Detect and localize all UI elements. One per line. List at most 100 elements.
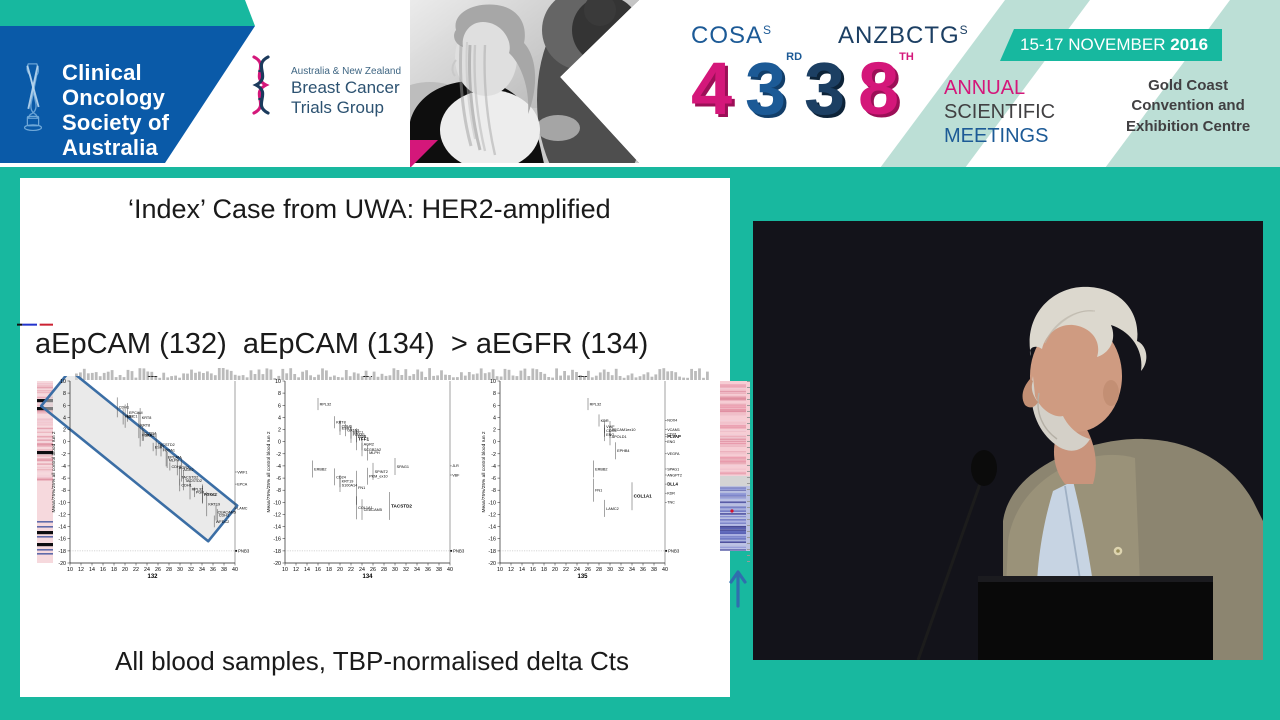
svg-text:TNC: TNC — [667, 501, 675, 505]
svg-text:134: 134 — [362, 376, 373, 379]
svg-text:16: 16 — [530, 567, 536, 573]
svg-text:26: 26 — [155, 567, 161, 573]
svg-text:30: 30 — [392, 567, 398, 573]
svg-text:ERBB2: ERBB2 — [595, 467, 607, 471]
svg-text:132: 132 — [147, 574, 158, 580]
svg-text:NOX4: NOX4 — [667, 419, 677, 423]
svg-text:8: 8 — [493, 391, 496, 397]
svg-text:FN1: FN1 — [595, 489, 602, 493]
svg-text:-16: -16 — [273, 537, 281, 543]
svg-text:36: 36 — [210, 567, 216, 573]
svg-text:36: 36 — [425, 567, 431, 573]
svg-text:DLL4: DLL4 — [667, 481, 678, 486]
svg-text:CEACAM5: CEACAM5 — [364, 508, 382, 512]
svg-text:30: 30 — [607, 567, 613, 573]
svg-text:8: 8 — [278, 391, 281, 397]
svg-text:ENG: ENG — [667, 440, 675, 444]
svg-text:-2: -2 — [491, 452, 496, 458]
svg-text:32: 32 — [618, 567, 624, 573]
svg-text:2: 2 — [278, 428, 281, 434]
svg-text:-12: -12 — [488, 513, 496, 519]
svg-text:16: 16 — [315, 567, 321, 573]
svg-text:38: 38 — [651, 567, 657, 573]
svg-text:VWF1: VWF1 — [237, 470, 247, 474]
svg-text:10: 10 — [490, 379, 496, 385]
svg-text:MUC1: MUC1 — [145, 434, 156, 438]
svg-text:JLR: JLR — [452, 464, 459, 468]
svg-text:-2: -2 — [61, 452, 66, 458]
svg-text:8: 8 — [63, 391, 66, 397]
svg-text:134: 134 — [362, 574, 373, 580]
svg-text:22: 22 — [348, 567, 354, 573]
svg-text:-18: -18 — [488, 549, 496, 555]
svg-text:ANGPT2: ANGPT2 — [667, 473, 682, 477]
svg-text:-16: -16 — [488, 537, 496, 543]
svg-text:-8: -8 — [61, 488, 66, 494]
svg-text:24: 24 — [359, 567, 365, 573]
svg-text:SPINT2: SPINT2 — [375, 470, 388, 474]
svg-text:18: 18 — [111, 567, 117, 573]
svg-text:SPAG1: SPAG1 — [397, 465, 409, 469]
svg-text:34: 34 — [629, 567, 635, 573]
svg-text:0: 0 — [493, 440, 496, 446]
svg-text:6: 6 — [278, 403, 281, 409]
svg-text:FN1: FN1 — [358, 486, 365, 490]
svg-text:S100A14: S100A14 — [342, 484, 358, 488]
svg-text:24: 24 — [574, 567, 580, 573]
svg-text:-12: -12 — [273, 513, 281, 519]
svg-text:40: 40 — [662, 567, 668, 573]
svg-text:12: 12 — [508, 567, 514, 573]
svg-text:-20: -20 — [273, 561, 281, 567]
svg-text:-10: -10 — [488, 500, 496, 506]
svg-text:12: 12 — [78, 567, 84, 573]
svg-text:14: 14 — [304, 567, 310, 573]
svg-text:16: 16 — [100, 567, 106, 573]
svg-text:4: 4 — [278, 415, 281, 421]
svg-text:132: 132 — [147, 376, 158, 379]
svg-text:28: 28 — [596, 567, 602, 573]
svg-text:LAMC: LAMC — [237, 507, 248, 511]
svg-text:30: 30 — [177, 567, 183, 573]
svg-text:Mean/75%/25% all control blood: Mean/75%/25% all control blood run 2 — [51, 431, 57, 512]
svg-text:KDR: KDR — [667, 492, 675, 496]
svg-text:-14: -14 — [488, 525, 496, 531]
svg-text:COL1A1: COL1A1 — [634, 494, 653, 499]
svg-text:-6: -6 — [276, 476, 281, 482]
svg-text:SPAG1: SPAG1 — [667, 467, 679, 471]
svg-text:-4: -4 — [276, 464, 281, 470]
svg-text:VBF: VBF — [452, 473, 460, 477]
svg-text:MLPH: MLPH — [369, 451, 380, 455]
svg-text:135: 135 — [577, 376, 588, 379]
svg-text:KDR: KDR — [601, 419, 609, 423]
svg-text:PLVAP: PLVAP — [667, 434, 681, 439]
svg-text:-16: -16 — [58, 537, 66, 543]
svg-text:EPHB4: EPHB4 — [617, 449, 629, 453]
svg-text:20: 20 — [122, 567, 128, 573]
svg-text:-4: -4 — [491, 464, 496, 470]
svg-text:10: 10 — [60, 379, 66, 385]
svg-text:34: 34 — [414, 567, 420, 573]
svg-text:10: 10 — [497, 567, 503, 573]
svg-text:22: 22 — [563, 567, 569, 573]
svg-text:-14: -14 — [273, 525, 281, 531]
svg-text:-6: -6 — [491, 476, 496, 482]
svg-text:2: 2 — [493, 428, 496, 434]
svg-text:32: 32 — [188, 567, 194, 573]
svg-text:-6: -6 — [61, 476, 66, 482]
svg-text:14: 14 — [89, 567, 95, 573]
svg-text:38: 38 — [221, 567, 227, 573]
svg-text:TACSTD2: TACSTD2 — [185, 479, 202, 483]
svg-text:28: 28 — [166, 567, 172, 573]
svg-text:-18: -18 — [58, 549, 66, 555]
svg-text:KRT19: KRT19 — [208, 502, 220, 506]
svg-text:MUC1: MUC1 — [127, 415, 138, 419]
svg-text:10: 10 — [282, 567, 288, 573]
svg-text:12: 12 — [293, 567, 299, 573]
svg-text:135: 135 — [577, 574, 588, 580]
svg-text:AGR2: AGR2 — [183, 468, 193, 472]
svg-text:-2: -2 — [276, 452, 281, 458]
svg-text:20: 20 — [552, 567, 558, 573]
svg-text:-18: -18 — [273, 549, 281, 555]
svg-text:18: 18 — [541, 567, 547, 573]
svg-text:36: 36 — [640, 567, 646, 573]
